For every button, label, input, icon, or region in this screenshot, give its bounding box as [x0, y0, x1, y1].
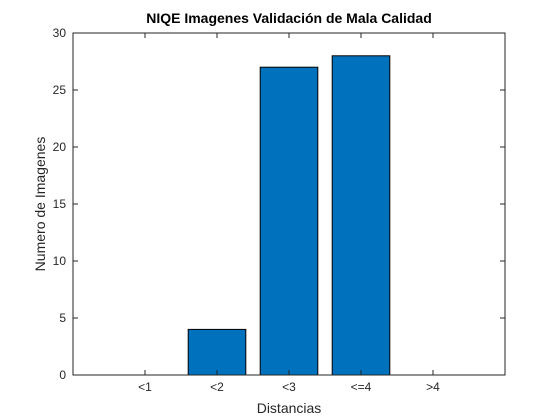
y-tick-label-0: 0 — [59, 368, 66, 382]
y-tick-label-1: 5 — [59, 311, 66, 325]
bar-3 — [259, 66, 319, 376]
x-axis-label: Distancias — [257, 400, 322, 416]
y-tick-label-2: 10 — [53, 254, 67, 268]
y-tick-label-5: 25 — [53, 83, 67, 97]
y-axis-label: Numero de Imagenes — [32, 137, 48, 272]
y-tick-label-3: 15 — [53, 197, 67, 211]
x-tick-label-4: >4 — [426, 380, 440, 394]
y-tick-label-4: 20 — [53, 140, 67, 154]
x-tick-label-2: <3 — [282, 380, 296, 394]
y-tick-label-6: 30 — [53, 26, 67, 40]
bar-4 — [331, 55, 391, 376]
chart-title: NIQE Imagenes Validación de Mala Calidad — [146, 10, 432, 26]
x-tick-label-1: <2 — [210, 380, 224, 394]
plot-area: 0 5 10 15 20 25 30 <1 <2 <3 <=4 >4 — [53, 26, 506, 394]
x-tick-label-3: <=4 — [351, 380, 372, 394]
x-tick-label-0: <1 — [138, 380, 152, 394]
bar-2 — [187, 328, 247, 376]
